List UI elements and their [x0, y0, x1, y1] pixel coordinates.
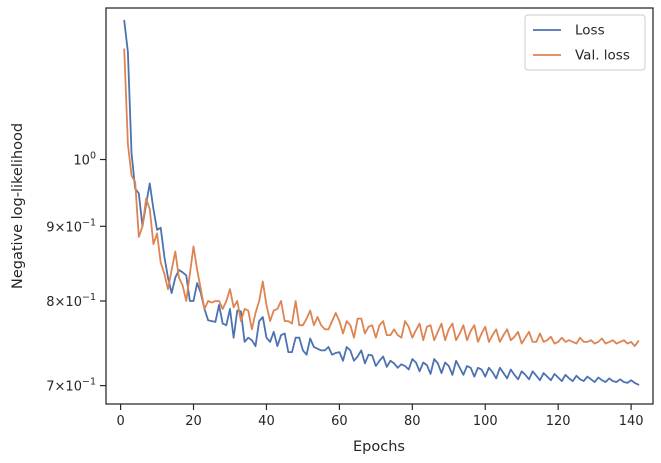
y-tick-label: 100	[73, 151, 96, 169]
y-axis-title: Negative log-likelihood	[10, 123, 26, 289]
x-tick-label: 60	[331, 414, 348, 429]
series-line-val-loss	[123, 48, 640, 348]
x-tick-label: 0	[116, 414, 124, 429]
y-tick-label: 9×10−1	[46, 217, 96, 235]
x-tick-label: 140	[619, 414, 644, 429]
legend-label-val-loss: Val. loss	[575, 48, 630, 64]
y-tick-label: 7×10−1	[46, 377, 96, 395]
x-tick-label: 80	[404, 414, 421, 429]
x-tick-label: 120	[546, 414, 571, 429]
x-tick-label: 20	[185, 414, 202, 429]
x-axis-title: Epochs	[353, 439, 405, 455]
x-axis: 0 20 40 60 80 100 120 140	[116, 404, 644, 429]
series-line-loss	[123, 19, 640, 386]
x-tick-label: 40	[258, 414, 275, 429]
plot-frame	[105, 7, 654, 405]
x-tick-label: 100	[473, 414, 498, 429]
legend-label-loss: Loss	[575, 23, 605, 39]
legend: Loss Val. loss	[524, 14, 646, 71]
legend-box	[524, 14, 646, 71]
y-axis: 7×10−1 8×10−1 9×10−1 100	[46, 151, 106, 395]
plot-lines	[123, 19, 640, 386]
y-tick-label: 8×10−1	[46, 292, 96, 310]
